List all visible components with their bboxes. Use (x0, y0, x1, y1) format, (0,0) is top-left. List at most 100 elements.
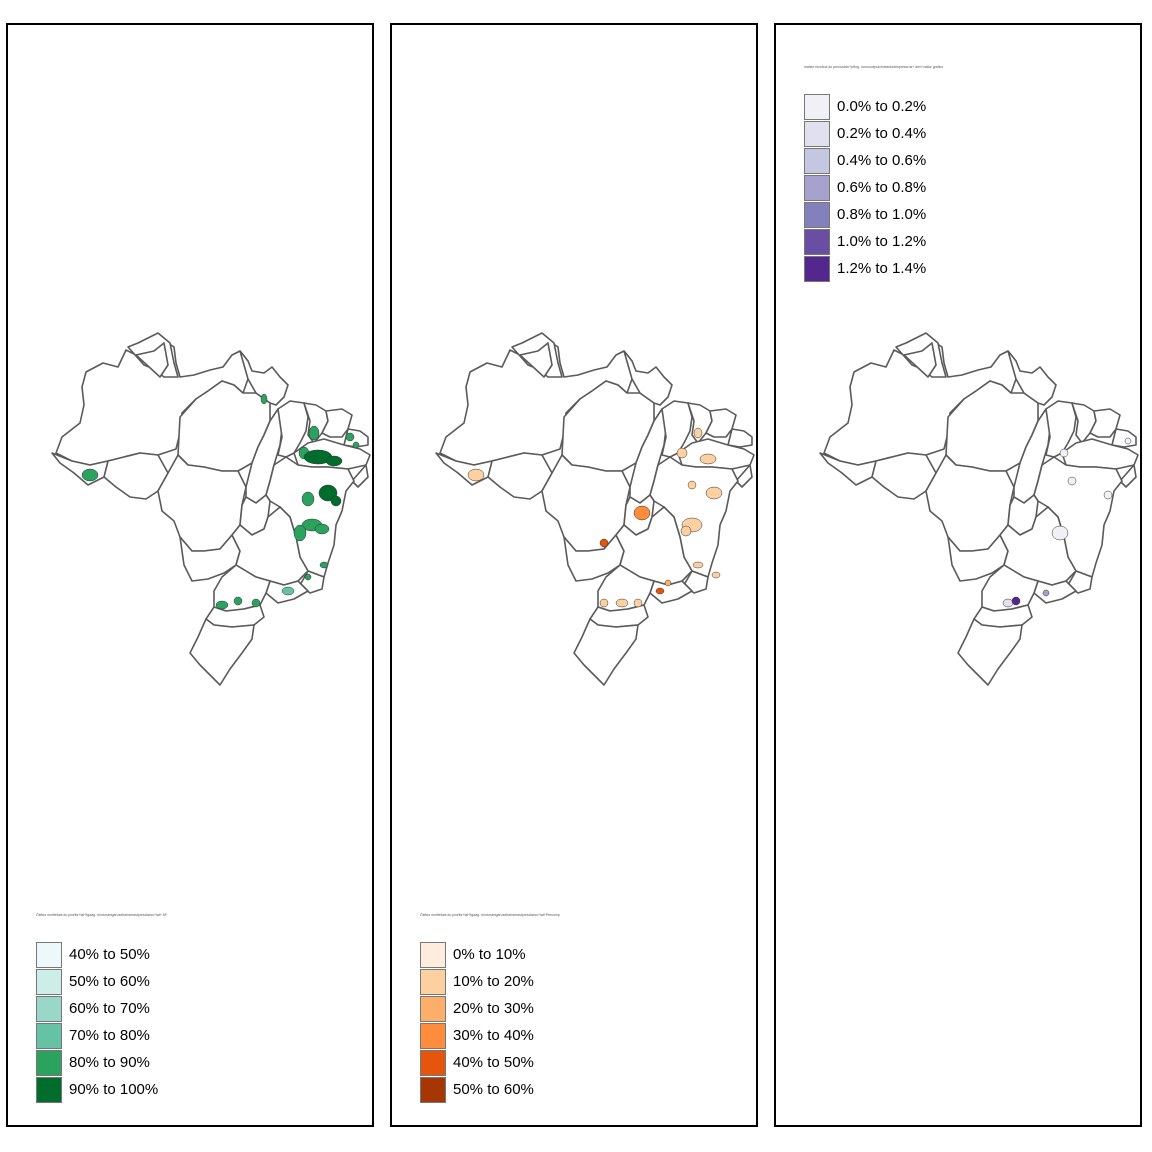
legend-swatch (36, 995, 62, 1022)
municipality-region (281, 586, 295, 596)
municipality-region (1067, 476, 1077, 486)
legend-item: 0.8% to 1.0% (804, 201, 943, 228)
municipality-region (1002, 598, 1014, 608)
municipality-region (233, 596, 243, 606)
state-outline (727, 428, 753, 448)
legend-swatch (804, 255, 830, 282)
legend-label: 30% to 40% (453, 1027, 534, 1044)
municipality-region (293, 524, 307, 542)
legend-swatch (420, 1049, 446, 1076)
legend: Óbitos mortfetais do pixelbr+lat?fgaag. … (36, 913, 167, 1103)
municipality-region (308, 425, 320, 441)
legend-item: 0.6% to 0.8% (804, 174, 943, 201)
state-outline (573, 618, 639, 686)
municipality-region (699, 453, 717, 465)
legend-swatch (804, 174, 830, 201)
municipality-region (1051, 525, 1069, 541)
legend-label: 1.0% to 1.2% (837, 233, 927, 250)
municipality-region (314, 523, 330, 535)
municipality-region (1011, 596, 1021, 606)
state-outline (135, 342, 169, 378)
state-outline (189, 618, 255, 686)
legend-swatch (420, 995, 446, 1022)
municipality-region (615, 598, 629, 608)
legend: mattar ricrobus do percurarbr+pfing. rur… (804, 65, 943, 282)
legend-swatch (36, 1049, 62, 1076)
legend-item: 1.2% to 1.4% (804, 255, 943, 282)
legend-item: 40% to 50% (36, 941, 167, 968)
municipality-region (599, 598, 609, 608)
state-outline (519, 342, 553, 378)
municipality-region (1124, 437, 1132, 445)
legend-items: 0.0% to 0.2% 0.2% to 0.4% 0.4% to 0.6% 0.6%… (804, 93, 943, 282)
state-outline (661, 400, 693, 458)
municipality-region (633, 598, 643, 608)
municipality-region (599, 538, 609, 548)
state-outline (903, 342, 937, 378)
legend-item: 20% to 30% (420, 995, 560, 1022)
legend-label: 0.2% to 0.4% (837, 125, 927, 142)
legend-item: 0.0% to 0.2% (804, 93, 943, 120)
legend-item: 1.0% to 1.2% (804, 228, 943, 255)
municipality-region (692, 561, 704, 569)
brazil-map (819, 332, 1139, 686)
state-outline (351, 464, 369, 488)
legend-label: 80% to 90% (69, 1054, 150, 1071)
legend-label: 20% to 30% (453, 1000, 534, 1017)
legend-swatch (420, 1022, 446, 1049)
legend-item: 60% to 70% (36, 995, 167, 1022)
municipality-region (1059, 448, 1069, 458)
state-outline (321, 408, 353, 438)
municipality-region (81, 468, 99, 482)
municipality-region (711, 571, 721, 579)
municipality-region (655, 587, 665, 595)
brazil-map (435, 332, 755, 686)
map-panel-1: Óbitos mortfetais do pixelbr+lat?fgaag. … (6, 23, 374, 1127)
legend-swatch (36, 968, 62, 995)
municipality-region (318, 484, 338, 502)
legend-label: 0.4% to 0.6% (837, 152, 927, 169)
state-outline (957, 618, 1023, 686)
legend-label: 0.6% to 0.8% (837, 179, 927, 196)
municipality-region (215, 600, 229, 610)
legend-item: 90% to 100% (36, 1076, 167, 1103)
municipality-region (467, 468, 485, 482)
legend-item: 80% to 90% (36, 1049, 167, 1076)
legend-label: 0.0% to 0.2% (837, 98, 927, 115)
legend-item: 70% to 80% (36, 1022, 167, 1049)
legend-label: 50% to 60% (453, 1081, 534, 1098)
legend-label: 10% to 20% (453, 973, 534, 990)
state-outline (683, 570, 709, 594)
legend-swatch (36, 941, 62, 968)
legend-title: Óbitos mortfetais do pixelbr+lat?fgaag. … (36, 913, 168, 917)
municipality-region (301, 491, 315, 507)
legend-item: 30% to 40% (420, 1022, 560, 1049)
state-outline (277, 400, 309, 458)
legend-label: 40% to 50% (69, 946, 150, 963)
municipality-region (319, 561, 329, 569)
state-outline (705, 408, 737, 438)
municipality-region (1042, 589, 1050, 597)
state-outline (735, 464, 753, 488)
legend-items: 40% to 50% 50% to 60% 60% to 70% 70% to 80%… (36, 941, 167, 1103)
legend-label: 40% to 50% (453, 1054, 534, 1071)
legend-title: mattar ricrobus do percurarbr+pfing. rur… (804, 65, 944, 69)
municipality-region (1103, 490, 1113, 500)
municipality-region (664, 579, 672, 587)
legend-label: 60% to 70% (69, 1000, 150, 1017)
state-outline (1089, 408, 1121, 438)
municipality-region (345, 432, 355, 442)
map-panel-3: mattar ricrobus do percurarbr+pfing. rur… (774, 23, 1142, 1127)
legend-items: 0% to 10% 10% to 20% 20% to 30% 30% to 40% 4… (420, 941, 560, 1103)
legend-item: 50% to 60% (420, 1076, 560, 1103)
state-outline (623, 350, 673, 406)
municipality-region (680, 525, 692, 537)
municipality-region (330, 495, 342, 507)
legend-title: Óbitos mortfetais do pixelbr+lat?fgaag. … (420, 913, 560, 917)
municipality-region (705, 486, 723, 500)
municipality-region (676, 447, 688, 459)
municipality-region (633, 505, 651, 521)
legend-swatch (804, 93, 830, 120)
state-outline (1045, 400, 1077, 458)
legend-label: 90% to 100% (69, 1081, 159, 1098)
